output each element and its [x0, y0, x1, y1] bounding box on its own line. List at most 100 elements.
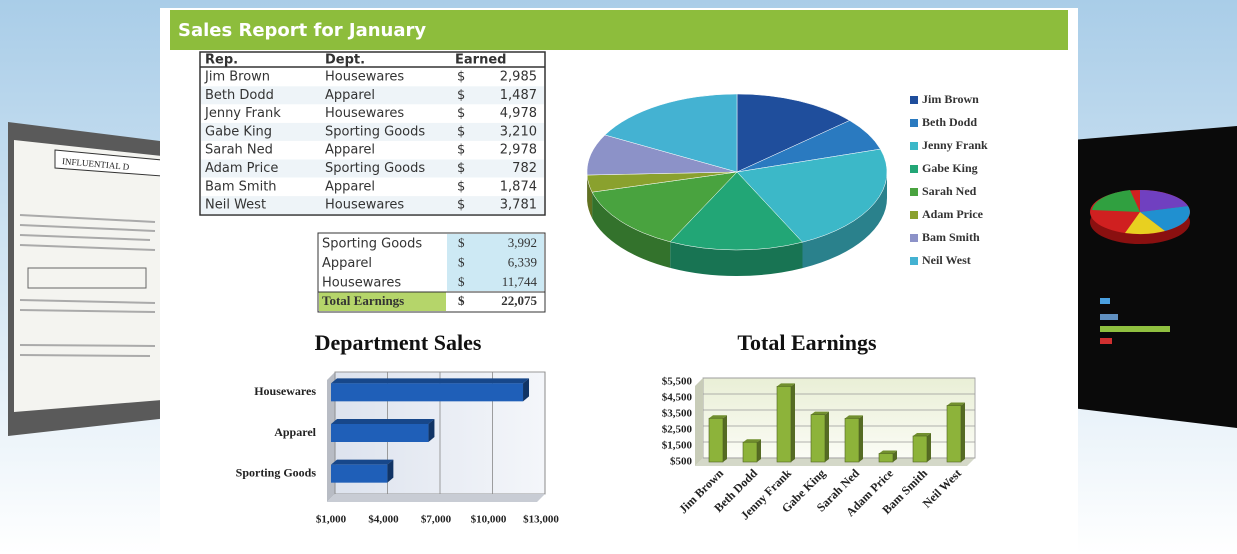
x-tick-label: $7,000 [421, 514, 452, 526]
column [810, 414, 826, 463]
x-tick-label: $10,000 [471, 514, 507, 526]
bar [331, 383, 524, 402]
column [946, 405, 962, 463]
pie-side [587, 175, 593, 219]
legend-swatch [910, 188, 918, 196]
column-side [791, 383, 795, 462]
bar-top [331, 459, 394, 465]
pie-slice [736, 148, 888, 243]
column-side [723, 415, 727, 462]
y-tick-label: Apparel [274, 425, 316, 439]
column-side [757, 439, 761, 462]
legend-label: Gabe King [922, 161, 978, 175]
column-side [893, 450, 897, 462]
legend-label: Sarah Ned [922, 184, 977, 198]
table-cell: 1,874 [500, 179, 537, 194]
bar-end [523, 378, 530, 402]
table-cell: Bam Smith [205, 179, 277, 194]
table-cell: $ [457, 143, 465, 158]
pie-side [592, 192, 671, 268]
legend-swatch [910, 165, 918, 173]
column-header: Earned [455, 53, 506, 68]
summary-cell: Sporting Goods [322, 237, 422, 252]
pie-slice [591, 171, 738, 243]
legend-label: Beth Dodd [922, 115, 977, 129]
column [776, 386, 792, 463]
total-cell: $ [458, 293, 465, 308]
table-cell: 1,487 [500, 88, 537, 103]
column [742, 441, 758, 463]
plot-side [695, 378, 703, 466]
table-cell: Beth Dodd [205, 88, 274, 103]
column-header: Rep. [205, 53, 238, 68]
table-cell: 2,985 [500, 70, 537, 85]
table-cell: Neil West [205, 198, 266, 213]
total-shade [319, 292, 446, 311]
column-top [777, 383, 795, 387]
column-side [825, 411, 829, 462]
table-cell: 3,210 [500, 124, 537, 139]
chart-title: Total Earnings [737, 330, 877, 355]
legend-label: Adam Price [922, 207, 984, 221]
column-top [811, 411, 829, 415]
legend-label: Jenny Frank [922, 138, 988, 152]
bar-end [387, 459, 394, 483]
bar-end [428, 419, 435, 442]
table-cell: Sporting Goods [325, 161, 425, 176]
report-title: Sales Report for January [178, 20, 426, 41]
bar-top [331, 378, 530, 384]
column-top [879, 450, 897, 454]
column-top [947, 402, 965, 406]
legend-swatch [910, 257, 918, 265]
y-tick-label: $4,500 [662, 392, 693, 404]
x-tick-label: $13,000 [523, 514, 559, 526]
table-cell: $ [457, 70, 465, 85]
table-cell: 2,978 [500, 143, 537, 158]
pie-side [670, 241, 803, 276]
table-cell: Jim Brown [204, 70, 270, 85]
y-tick-label: $2,500 [662, 424, 693, 436]
summary-cell: Apparel [322, 256, 372, 271]
table-cell: $ [457, 179, 465, 194]
chart-title: Department Sales [315, 330, 482, 355]
pie-slice [669, 171, 803, 251]
column-side [859, 415, 863, 462]
y-tick-label: $1,500 [662, 440, 693, 452]
summary-cell: 11,744 [502, 274, 538, 289]
right-document [1072, 126, 1237, 428]
y-tick-label: Sporting Goods [236, 465, 317, 479]
table-cell: Jenny Frank [204, 106, 281, 121]
column [912, 435, 928, 463]
legend-swatch [910, 211, 918, 219]
total-cell: 22,075 [501, 293, 537, 308]
legend-label: Jim Brown [922, 92, 979, 106]
total-cell: Total Earnings [322, 293, 404, 308]
y-tick-label: $3,500 [662, 408, 693, 420]
summary-shade [447, 234, 544, 291]
summary-cell: $ [458, 235, 465, 250]
column [844, 418, 860, 463]
column-top [913, 433, 931, 437]
table-cell: $ [457, 198, 465, 213]
row-band [201, 196, 544, 215]
left-document: INFLUENTIAL D [8, 122, 168, 436]
y-tick-label: $5,500 [662, 376, 693, 388]
table-cell: Apparel [325, 143, 375, 158]
summary-cell: $ [458, 254, 465, 269]
table-cell: Housewares [325, 70, 404, 85]
table-cell: $ [457, 161, 465, 176]
legend-swatch [910, 234, 918, 242]
y-tick-label: Housewares [254, 384, 316, 398]
table-cell: $ [457, 106, 465, 121]
legend-swatch [910, 96, 918, 104]
summary-cell: 6,339 [508, 254, 537, 269]
column-top [845, 415, 863, 419]
summary-cell: $ [458, 274, 465, 289]
table-cell: 782 [512, 161, 537, 176]
legend-label: Neil West [922, 253, 971, 267]
table-cell: Apparel [325, 88, 375, 103]
plot-floor [327, 494, 545, 502]
bar [331, 424, 429, 442]
pie-side [802, 172, 887, 269]
row-band [201, 159, 544, 178]
